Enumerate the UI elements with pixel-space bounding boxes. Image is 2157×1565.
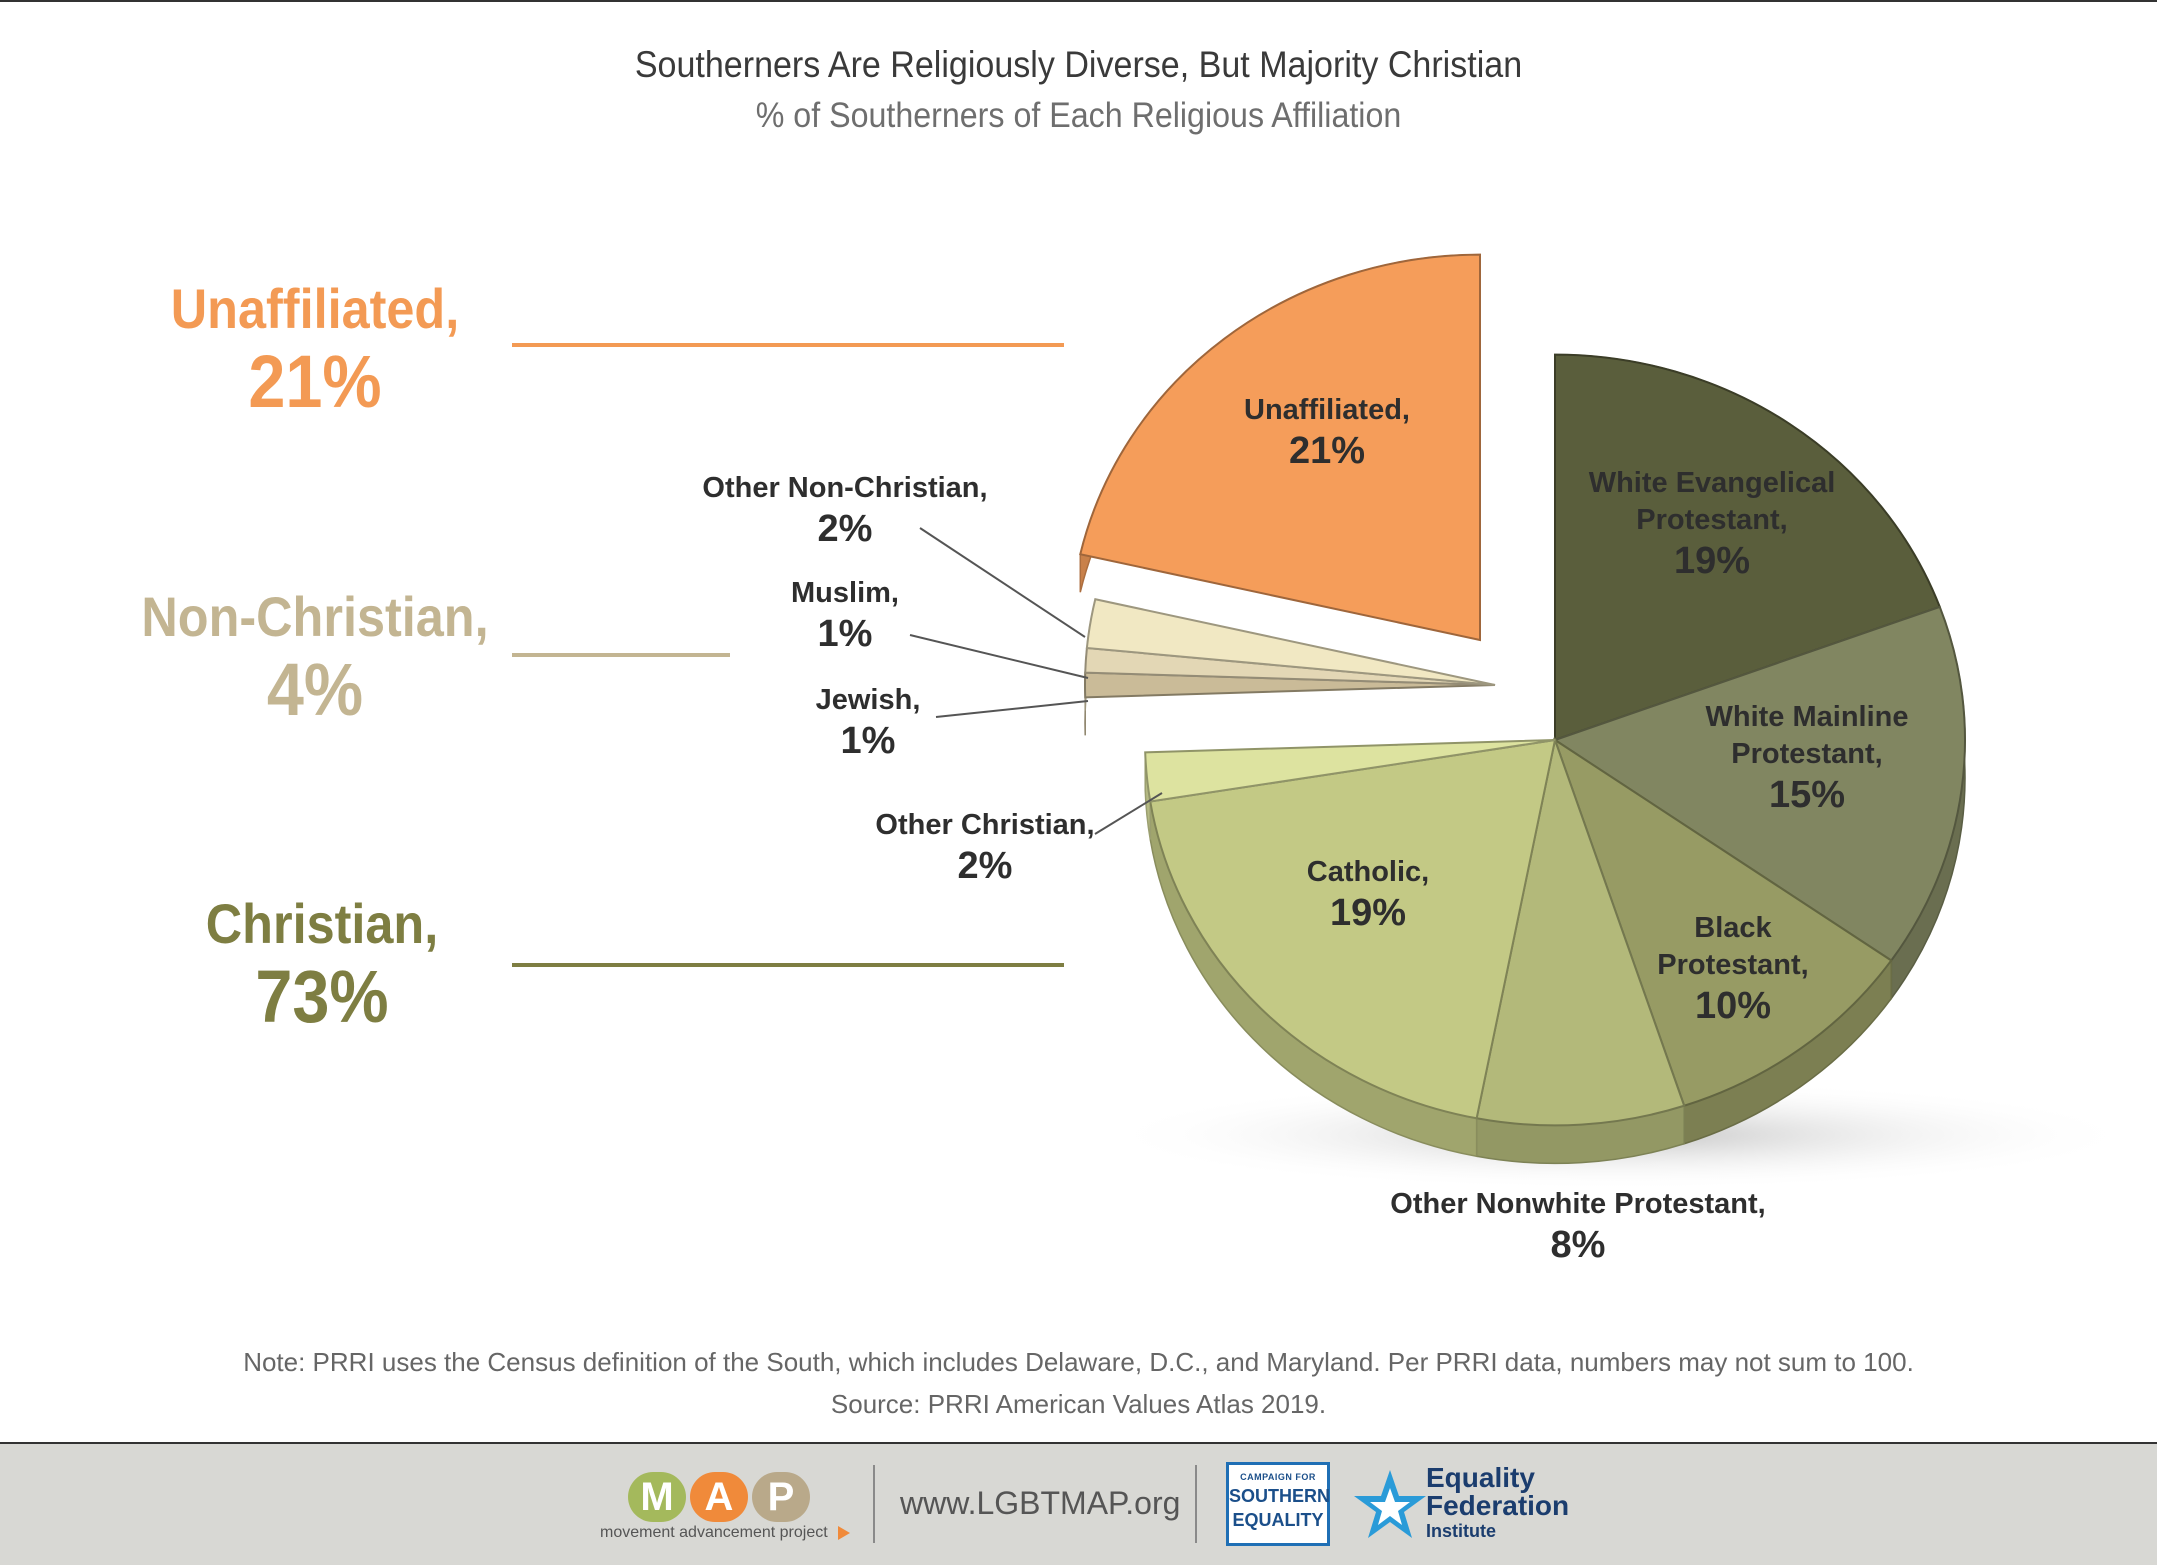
- map-logo: M A P movement advancement project: [600, 1472, 840, 1542]
- slice-value: 10%: [1695, 985, 1771, 1027]
- slice-name: Other Non-Christian,: [702, 472, 987, 504]
- slice-name: White Mainline: [1706, 701, 1909, 733]
- slice-label: Other Christian, 2%: [875, 809, 1094, 887]
- cse-top-text: CAMPAIGN FOR: [1229, 1472, 1327, 1482]
- slice-value: 1%: [818, 613, 873, 655]
- slice-value: 21%: [1289, 430, 1365, 472]
- slice-name: Protestant,: [1731, 738, 1882, 770]
- cse-line-2: EQUALITY: [1229, 1510, 1327, 1530]
- leader-line: [936, 701, 1088, 717]
- slice-name: Protestant,: [1636, 504, 1787, 536]
- efi-line-1: Equality: [1426, 1464, 1569, 1492]
- slice-value: 19%: [1330, 892, 1406, 934]
- slice-name: Black: [1694, 912, 1772, 944]
- slice-name: Jewish,: [816, 684, 921, 716]
- map-letter-m: M: [628, 1472, 686, 1522]
- leader-line: [910, 635, 1088, 678]
- pie-slices: [1080, 255, 1965, 1126]
- map-triangle-icon: [838, 1526, 850, 1540]
- pie-slice: [1080, 255, 1480, 640]
- pie-chart: White Evangelical Protestant, 19% White Mai…: [0, 0, 2157, 1400]
- footer-divider: [1195, 1465, 1197, 1543]
- source-text: Source: PRRI American Values Atlas 2019.: [0, 1389, 2157, 1420]
- note-text: Note: PRRI uses the Census definition of…: [0, 1347, 2157, 1378]
- equality-federation-logo-text: Equality Federation Institute: [1426, 1464, 1569, 1540]
- slice-value: 2%: [958, 845, 1013, 887]
- footer-divider: [873, 1465, 875, 1543]
- slice-value: 19%: [1674, 540, 1750, 582]
- efi-line-3: Institute: [1426, 1522, 1569, 1540]
- slice-value: 15%: [1769, 774, 1845, 816]
- slice-name: Muslim,: [791, 577, 899, 609]
- map-tagline: movement advancement project: [600, 1524, 828, 1542]
- slice-label: Muslim, 1%: [791, 577, 899, 655]
- map-letter-p: P: [752, 1472, 810, 1522]
- star-icon: [1350, 1466, 1430, 1546]
- slice-name: White Evangelical: [1589, 467, 1836, 499]
- slice-name: Protestant,: [1657, 949, 1808, 981]
- slice-label: Other Nonwhite Protestant, 8%: [1390, 1188, 1765, 1266]
- slice-value: 1%: [841, 720, 896, 762]
- slice-label: Other Non-Christian, 2%: [702, 472, 987, 550]
- slice-value: 2%: [818, 508, 873, 550]
- slice-name: Catholic,: [1307, 856, 1429, 888]
- leader-line: [920, 528, 1085, 637]
- footer-url[interactable]: www.LGBTMAP.org: [900, 1485, 1180, 1522]
- slice-label: Jewish, 1%: [816, 684, 921, 762]
- slice-name: Other Christian,: [875, 809, 1094, 841]
- cse-line-1: SOUTHERN: [1229, 1486, 1327, 1506]
- campaign-southern-equality-logo: CAMPAIGN FOR SOUTHERN EQUALITY: [1226, 1462, 1330, 1546]
- slice-value: 8%: [1551, 1224, 1606, 1266]
- map-letter-a: A: [690, 1472, 748, 1522]
- slice-name: Other Nonwhite Protestant,: [1390, 1188, 1765, 1220]
- efi-line-2: Federation: [1426, 1492, 1569, 1520]
- slice-name: Unaffiliated,: [1244, 394, 1410, 426]
